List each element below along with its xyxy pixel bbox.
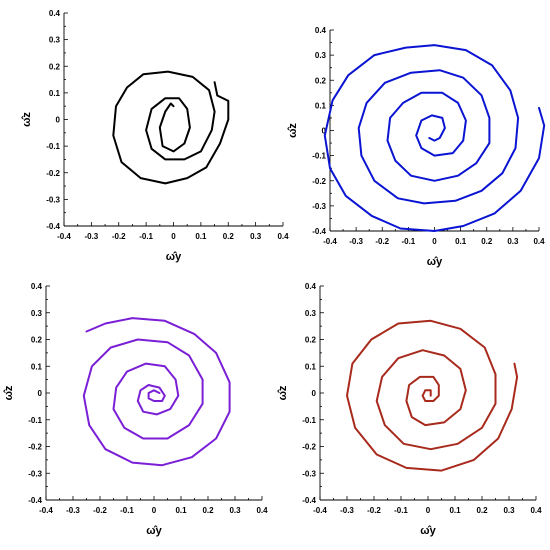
x-tick-label: -0.1 [394, 506, 408, 515]
x-tick-label: 0.3 [250, 232, 262, 241]
x-tick-label: 0.2 [481, 237, 493, 246]
y-tick-label: 0.1 [31, 362, 43, 371]
x-axis-label: ω̂y [420, 525, 436, 537]
x-tick-label: 0.3 [507, 237, 519, 246]
y-tick-label: 0.1 [305, 362, 317, 371]
x-tick-label: -0.2 [367, 506, 381, 515]
x-tick-label: -0.1 [139, 232, 153, 241]
y-tick-label: -0.2 [312, 177, 326, 186]
y-tick-label: 0.3 [305, 309, 317, 318]
x-tick-label: -0.4 [323, 237, 337, 246]
x-tick-label: 0 [432, 237, 437, 246]
x-tick-label: 0.1 [175, 506, 187, 515]
x-tick-label: 0 [171, 232, 176, 241]
x-tick-label: -0.2 [375, 237, 389, 246]
y-tick-label: -0.1 [302, 416, 316, 425]
x-tick-label: -0.2 [93, 506, 107, 515]
series-line [82, 317, 231, 467]
x-tick-label: 0.2 [202, 506, 214, 515]
spiral-plot-bottom-right: -0.4 -0.3 -0.2 -0.1 0 0.1 0.2 0.3 0.4 -0.4 -0.3 -0.… [277, 282, 542, 537]
x-tick-label: 0.4 [533, 237, 545, 246]
y-tick-label: 0.1 [315, 101, 327, 110]
y-tick-label: -0.2 [28, 443, 42, 452]
x-tick-label: -0.1 [120, 506, 134, 515]
y-tick-label: -0.3 [302, 469, 316, 478]
y-tick-label: 0 [56, 116, 61, 125]
y-tick-label: -0.4 [46, 222, 60, 231]
series-line [346, 319, 519, 472]
x-tick-label: 0.2 [223, 232, 235, 241]
x-tick-label: -0.2 [112, 232, 126, 241]
x-axis-label: ω̂y [146, 525, 162, 537]
y-tick-label: 0.3 [315, 51, 327, 60]
y-tick-label: -0.3 [28, 469, 42, 478]
y-tick-label: -0.3 [46, 195, 60, 204]
x-tick-label: -0.3 [349, 237, 363, 246]
y-tick-label: 0.2 [315, 76, 327, 85]
spiral-plot-bottom-left: -0.4 -0.3 -0.2 -0.1 0 0.1 0.2 0.3 0.4 -0.4 -0.3 -0.… [3, 282, 268, 537]
x-tick-label: 0.1 [449, 506, 461, 515]
x-tick-label: 0.4 [256, 506, 268, 515]
y-axis-label: ω̂z [21, 112, 33, 127]
x-axis-label: ω̂y [166, 251, 182, 263]
y-tick-label: 0.4 [49, 9, 61, 18]
y-tick-label: 0.3 [49, 36, 61, 45]
y-tick-label: -0.1 [312, 152, 326, 161]
y-tick-label: -0.2 [46, 169, 60, 178]
y-tick-label: 0.3 [31, 309, 43, 318]
y-axis-label: ω̂z [277, 385, 289, 400]
y-tick-label: 0 [38, 389, 43, 398]
spiral-plot-top-left: -0.4 -0.3 -0.2 -0.1 0 0.1 0.2 0.3 0.4 -0.4 -0.3 -0.… [21, 9, 289, 263]
x-tick-label: -0.3 [66, 506, 80, 515]
x-tick-label: 0.4 [530, 506, 542, 515]
x-tick-label: -0.4 [313, 506, 327, 515]
y-tick-label: 0.4 [31, 282, 43, 291]
y-tick-label: 0.2 [31, 336, 43, 345]
x-tick-label: -0.4 [39, 506, 53, 515]
x-tick-label: 0.1 [455, 237, 467, 246]
x-tick-label: 0.3 [503, 506, 515, 515]
series-line [323, 44, 546, 232]
y-tick-label: -0.4 [312, 227, 326, 236]
y-tick-label: -0.1 [46, 142, 60, 151]
x-tick-label: 0 [426, 506, 431, 515]
x-tick-label: 0.4 [277, 232, 289, 241]
x-tick-label: -0.1 [401, 237, 415, 246]
y-axis-label: ω̂z [287, 123, 299, 138]
y-tick-label: 0.4 [305, 282, 317, 291]
y-tick-label: -0.4 [302, 496, 316, 505]
x-tick-label: 0.3 [229, 506, 241, 515]
y-axis-label: ω̂z [3, 385, 15, 400]
y-tick-label: 0.2 [49, 62, 61, 71]
x-tick-label: 0 [152, 506, 157, 515]
spiral-plot-top-right: -0.4 -0.3 -0.2 -0.1 0 0.1 0.2 0.3 0.4 -0.4 -0.3 -0.… [287, 26, 546, 268]
x-tick-label: -0.4 [57, 232, 71, 241]
y-tick-label: 0.1 [49, 89, 61, 98]
x-tick-label: -0.3 [84, 232, 98, 241]
x-tick-label: 0.2 [476, 506, 488, 515]
y-tick-label: 0.4 [315, 26, 327, 35]
x-tick-label: -0.3 [340, 506, 354, 515]
x-axis-label: ω̂y [427, 256, 443, 268]
series-line [112, 70, 230, 185]
y-tick-label: 0 [322, 127, 327, 136]
y-tick-label: -0.1 [28, 416, 42, 425]
y-tick-label: 0.2 [305, 336, 317, 345]
y-tick-label: -0.3 [312, 202, 326, 211]
y-tick-label: -0.4 [28, 496, 42, 505]
y-tick-label: 0 [312, 389, 317, 398]
x-tick-label: 0.1 [195, 232, 207, 241]
y-tick-label: -0.2 [302, 443, 316, 452]
